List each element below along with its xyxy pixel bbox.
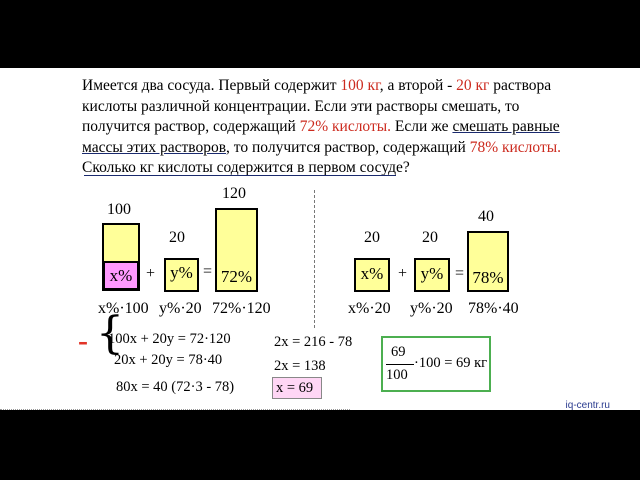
text-segment: , а второй - [379,77,457,94]
highlight-mass-100: 100 кг [340,77,380,94]
problem-line-2: кислоты различной концентрации. Если эти… [82,97,520,115]
mass-label-2: 20 [169,229,185,246]
fraction-denominator: 100 [386,367,408,383]
text-segment: получится раствор, содержащий [82,118,300,135]
problem-line-1: Имеется два сосуда. Первый содержит 100 … [82,76,622,97]
problem-line-4: массы этих растворов, то получится раств… [82,138,622,159]
caption-4: x%·20 [348,300,391,317]
equation-3: 80x = 40 (72·3 - 78) [116,379,235,395]
highlight-mass-20: 20 кг [456,77,490,94]
answer-box: x = 69 [272,377,322,399]
problem-line-3: получится раствор, содержащий 72% кислот… [82,117,622,138]
underlined-text: смешать равные [452,118,560,135]
highlight-78-percent: 78% кислоты. [469,138,562,156]
caption-1: x%·100 [98,300,149,317]
mass-label-6: 40 [478,208,494,225]
text-segment: Если же [391,118,453,135]
caption-2: y%·20 [159,300,202,317]
vessel-1-label: x% [103,261,139,290]
mass-label-3: 120 [222,185,246,202]
solve-step-2: 2x = 138 [274,358,326,374]
text-segment: Имеется два сосуда. Первый содержит [82,77,341,94]
final-result: ·100 = 69 кг [414,355,488,371]
equation-1: 100x + 20y = 72·120 [108,331,231,347]
problem-text: Имеется два сосуда. Первый содержит 100 … [82,76,622,179]
vessel-5-label: y% [420,264,444,283]
vessel-6 [467,231,509,292]
text-segment: , то получится раствор, содержащий [226,138,470,156]
underlined-text: массы этих растворов [82,138,227,156]
equals-sign: = [203,263,213,280]
caption-6: 78%·40 [468,300,519,317]
vessel-2 [164,258,199,292]
slide: Имеется два сосуда. Первый содержит 100 … [0,68,640,410]
equation-2: 20x + 20y = 78·40 [114,352,223,368]
highlight-72-percent: 72% кислоты. [299,118,392,135]
mass-label-1: 100 [107,201,131,218]
problem-line-5: Сколько кг кислоты содержится в первом с… [82,159,410,176]
minus-sign: - [78,324,88,357]
vessel-3-label: 72% [220,267,253,286]
caption-5: y%·20 [410,300,453,317]
equals-sign: = [455,265,465,282]
bottom-dotted-line [0,409,350,410]
plus-sign: + [398,265,408,282]
site-watermark: iq-centr.ru [565,400,610,410]
vessel-6-label: 78% [472,268,504,287]
mass-label-4: 20 [364,229,380,246]
vessel-3 [215,208,258,292]
caption-3: 72%·120 [212,300,271,317]
mass-label-5: 20 [422,229,438,246]
dashed-divider [314,190,315,328]
underline-rule [84,175,396,176]
solve-step-1: 2x = 216 - 78 [274,334,353,350]
vessel-2-label: y% [170,263,193,282]
plus-sign: + [146,265,156,282]
vessel-5 [414,258,450,292]
vessel-4 [354,258,390,292]
text-segment: раствора [489,77,552,94]
fraction-bar [386,364,414,365]
vessel-4-label: x% [360,264,384,283]
fraction-numerator: 69 [391,344,406,360]
brace-symbol: { [96,308,124,359]
